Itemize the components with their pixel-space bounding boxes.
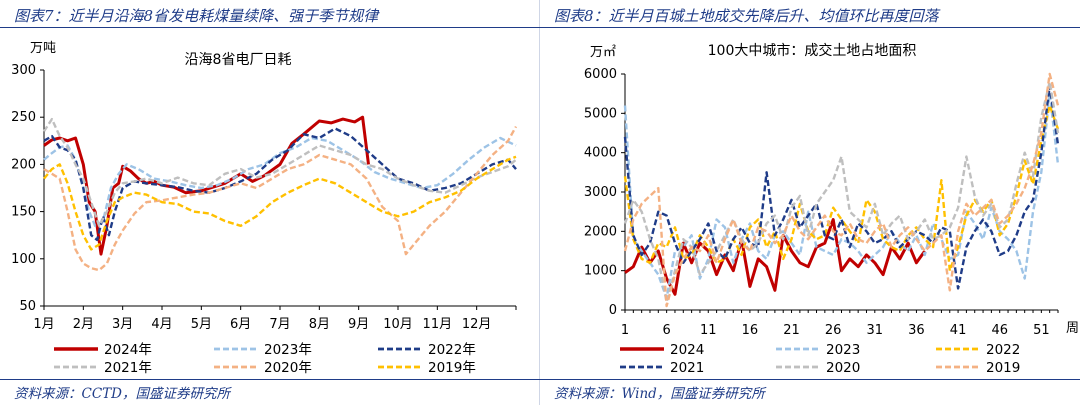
x-tick-label: 11 <box>700 323 717 338</box>
chart-title: 100大中城市：成交土地占地面积 <box>708 42 917 59</box>
figure-caption: 图表8：近半月百城土地成交先降后升、均值环比再度回落 <box>554 7 939 25</box>
x-tick-label: 16 <box>742 323 759 338</box>
y-tick-label: 4000 <box>584 146 617 161</box>
x-tick-label: 51 <box>1033 323 1050 338</box>
x-tick-label: 4月 <box>151 317 172 332</box>
source-note: 资料来源：Wind，国盛证券研究所 <box>554 386 765 402</box>
legend-label: 2023 <box>826 342 860 358</box>
legend-label: 2020 <box>826 360 860 376</box>
caption-rule <box>540 27 1080 28</box>
series-line-2024 <box>624 218 927 296</box>
series-line-2019年 <box>43 155 517 251</box>
series-line-2020 <box>623 80 1060 304</box>
series-line-2021年 <box>42 117 517 228</box>
source-note: 资料来源：CCTD，国盛证券研究所 <box>14 386 230 402</box>
y-tick-label: 1000 <box>584 264 617 279</box>
y-tick-label: 150 <box>11 205 36 220</box>
series-line-2023年 <box>43 136 517 228</box>
legend-label: 2023年 <box>264 342 312 358</box>
chart-title: 沿海8省电厂日耗 <box>185 52 292 68</box>
y-tick-label: 300 <box>11 63 36 78</box>
x-tick-label: 9月 <box>348 317 369 332</box>
figure-panel-right: 图表8：近半月百城土地成交先降后升、均值环比再度回落 100大中城市：成交土地占… <box>540 0 1080 405</box>
series-line-2023 <box>623 92 1060 300</box>
axes <box>624 74 1058 311</box>
series-line-2021 <box>623 84 1060 290</box>
line-chart-power-coal: 沿海8省电厂日耗 万吨 50 100 150 200 250 300 1月 2月 3月 4月 5月 6月 7… <box>11 41 518 376</box>
y-tick-label: 2000 <box>584 224 617 239</box>
x-tick-label: 6 <box>662 323 670 338</box>
y-axis-unit: 万㎡ <box>590 45 616 60</box>
y-tick-label: 250 <box>11 110 36 125</box>
legend-label: 2024年 <box>104 342 152 358</box>
series-line-2022 <box>623 104 1060 272</box>
figure-caption: 图表7：近半月沿海8省发电耗煤量续降、强于季节规律 <box>14 7 379 25</box>
x-tick-label: 10月 <box>383 317 413 332</box>
legend-label: 2021 <box>670 360 704 376</box>
caption-rule <box>0 27 540 28</box>
x-tick-label: 21 <box>783 323 800 338</box>
source-rule <box>540 379 1080 380</box>
legend-label: 2022年 <box>428 342 476 358</box>
x-tick-label: 1月 <box>33 317 54 332</box>
x-tick-label: 5月 <box>191 317 212 332</box>
x-tick-label: 11月 <box>423 317 453 332</box>
y-axis-unit: 万吨 <box>30 41 56 56</box>
x-tick-label: 31 <box>867 323 884 338</box>
x-tick-label: 36 <box>908 323 925 338</box>
figure-panel-left: 图表7：近半月沿海8省发电耗煤量续降、强于季节规律 沿海8省电厂日耗 万吨 50 10… <box>0 7 540 402</box>
series-line-2022年 <box>43 127 517 242</box>
legend-label: 2019 <box>986 360 1020 376</box>
source-rule <box>0 379 540 380</box>
x-tick-label: 3月 <box>112 317 133 332</box>
series-line-2024年 <box>43 115 370 256</box>
y-tick-label: 6000 <box>584 67 617 82</box>
series-line-2019 <box>623 72 1060 308</box>
legend-label: 2022 <box>986 342 1020 358</box>
y-tick-label: 50 <box>19 299 36 314</box>
x-axis-unit: 周 <box>1066 321 1079 336</box>
legend-label: 2020年 <box>264 360 312 376</box>
panel-divider <box>539 0 540 405</box>
y-tick-label: 5000 <box>584 106 617 121</box>
x-tick-label: 7月 <box>269 317 290 332</box>
x-tick-label: 6月 <box>230 317 251 332</box>
series-line-2020年 <box>43 126 518 272</box>
y-tick-label: 3000 <box>584 185 617 200</box>
legend-label: 2021年 <box>104 360 152 376</box>
x-tick-label: 1 <box>621 323 629 338</box>
line-chart-land-area: 100大中城市：成交土地占地面积 万㎡ 0 1000 2000 3000 4000 5000 6… <box>584 42 1079 376</box>
x-tick-label: 8月 <box>309 317 330 332</box>
x-tick-label: 41 <box>950 323 967 338</box>
legend-label: 2019年 <box>428 360 476 376</box>
x-tick-label: 2月 <box>73 317 94 332</box>
y-tick-label: 100 <box>11 252 36 267</box>
x-tick-label: 12月 <box>462 317 492 332</box>
x-tick-label: 26 <box>825 323 842 338</box>
y-tick-label: 200 <box>11 157 36 172</box>
x-tick-label: 46 <box>991 323 1008 338</box>
y-tick-label: 0 <box>609 303 617 318</box>
legend-label: 2024 <box>670 342 704 358</box>
